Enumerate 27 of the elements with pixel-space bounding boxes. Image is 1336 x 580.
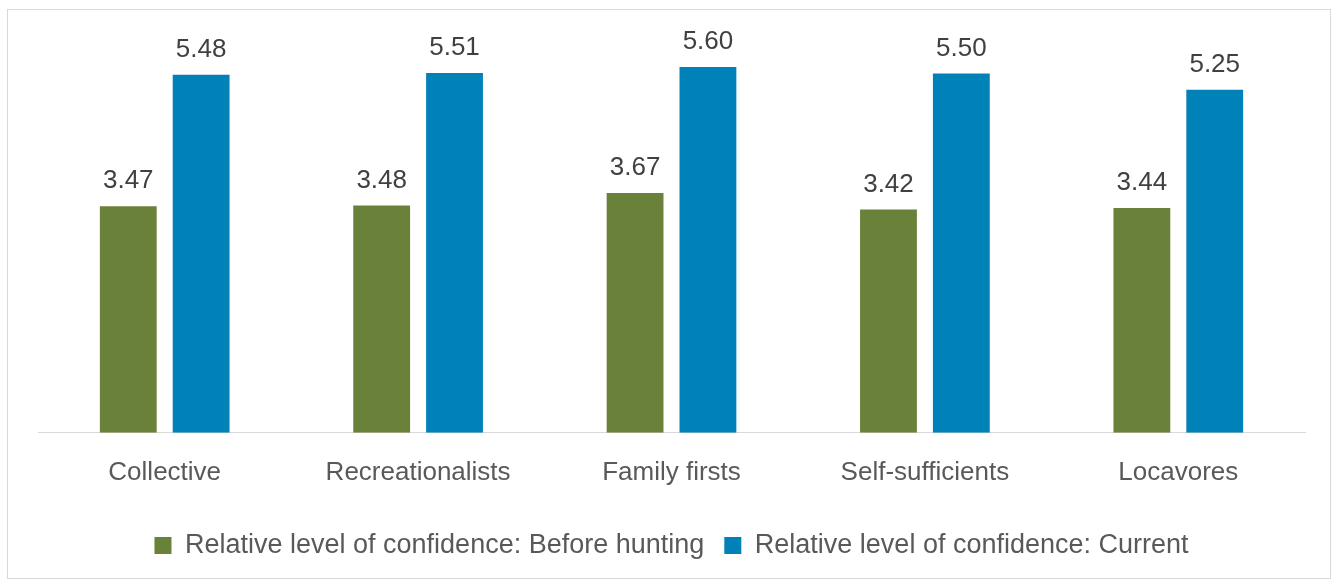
data-label: 3.47 [102, 164, 154, 195]
bar [353, 205, 411, 433]
bar [99, 206, 157, 433]
x-tick-label: Family firsts [602, 455, 741, 486]
data-label: 5.60 [682, 25, 734, 56]
data-label: 5.51 [429, 31, 480, 62]
bar [426, 72, 483, 433]
data-label: 3.67 [609, 151, 661, 182]
x-tick-label: Collective [108, 455, 222, 486]
data-label: 3.42 [863, 167, 914, 198]
data-label: 5.25 [1189, 48, 1241, 79]
x-tick-label: Self-sufficients [840, 455, 1010, 486]
bar [1113, 208, 1171, 433]
legend-label: Relative level of confidence: Current [754, 528, 1190, 559]
bar [679, 67, 737, 433]
bar [606, 193, 664, 433]
x-tick-label: Recreationalists [325, 455, 511, 486]
bar [1186, 89, 1244, 433]
x-tick-label: Locavores [1118, 455, 1239, 486]
bar [860, 209, 917, 433]
bar [932, 73, 990, 433]
legend-label: Relative level of confidence: Before hunting [184, 528, 705, 559]
data-label: 3.44 [1116, 166, 1168, 197]
data-label: 3.48 [356, 163, 407, 194]
bar [172, 74, 230, 433]
data-label: 5.50 [936, 31, 987, 62]
data-label: 5.48 [175, 33, 227, 64]
